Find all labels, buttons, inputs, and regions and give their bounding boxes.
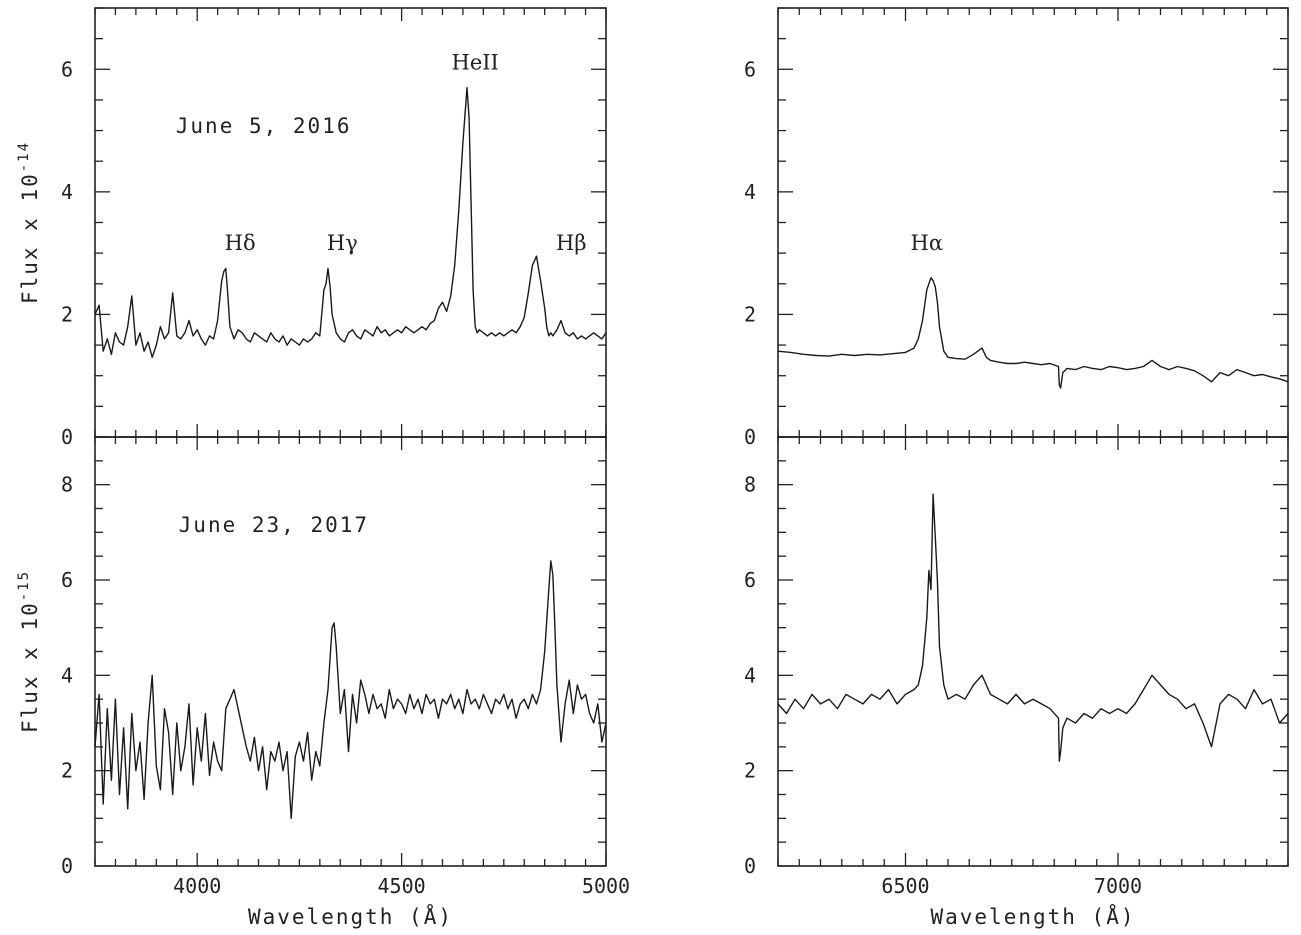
y-tick-label: 0 [61, 854, 73, 878]
spectrum-line [94, 86, 607, 358]
y-tick-label: 6 [744, 568, 756, 592]
spectrum-line [777, 277, 1289, 389]
x-tick-label: 7000 [1094, 874, 1142, 898]
x-tick-label: 4000 [173, 874, 221, 898]
spectrum-line [94, 560, 607, 819]
y-tick-label: 2 [744, 302, 756, 326]
y-tick-label: 4 [744, 663, 756, 687]
y-tick-label: 0 [61, 425, 73, 449]
line-annotation: Hβ [556, 231, 586, 255]
plot-frame [777, 7, 1289, 438]
line-annotation: Hα [911, 231, 944, 255]
y-tick-label: 2 [61, 759, 73, 783]
x-tick-label: 5000 [582, 874, 630, 898]
y-tick-label: 0 [744, 854, 756, 878]
y-axis-label: Flux x 10-15 [16, 570, 42, 733]
line-annotation: Hδ [225, 231, 256, 255]
y-axis-label: Flux x 10-14 [16, 141, 42, 304]
x-axis-label: Wavelength (Å) [930, 903, 1135, 929]
panel-p-bl: 0 2 4 6 8 4000 4500 5000 Wavelength (Å) Flux x 10… [16, 436, 630, 929]
y-axis-label-exponent: -15 [16, 570, 32, 601]
line-annotation: HeII [452, 50, 499, 74]
y-tick-label: 2 [744, 759, 756, 783]
y-tick-label: 4 [61, 663, 73, 687]
date-label: June 5, 2016 [176, 114, 352, 138]
plot-frame [94, 7, 607, 438]
y-tick-label: 0 [744, 425, 756, 449]
y-axis-label-exponent: -14 [16, 141, 32, 172]
line-annotation: Hγ [327, 231, 358, 255]
panel-p-br: 0 2 4 6 8 6500 7000 Wavelength (Å) [744, 436, 1289, 929]
y-tick-label: 6 [744, 57, 756, 81]
y-tick-label: 6 [61, 57, 73, 81]
panel-p-tl: 0 2 4 6 Flux x 10-14 June 5, 2016 Hδ Hγ HeII Hβ [16, 7, 607, 449]
date-label: June 23, 2017 [179, 513, 369, 537]
x-tick-label: 6500 [881, 874, 929, 898]
plot-frame [777, 436, 1289, 867]
y-tick-label: 8 [61, 473, 73, 497]
y-tick-label: 6 [61, 568, 73, 592]
spectrum-line [777, 493, 1289, 762]
x-axis-label: Wavelength (Å) [248, 903, 453, 929]
panel-p-tr: 0 2 4 6 Hα [744, 7, 1289, 449]
y-tick-label: 2 [61, 302, 73, 326]
y-tick-label: 8 [744, 473, 756, 497]
y-axis-label-text: Flux x 10 [18, 601, 42, 733]
y-tick-label: 4 [744, 180, 756, 204]
plot-frame [94, 436, 607, 867]
y-tick-label: 4 [61, 180, 73, 204]
y-axis-label-text: Flux x 10 [18, 172, 42, 304]
x-tick-label: 4500 [378, 874, 426, 898]
